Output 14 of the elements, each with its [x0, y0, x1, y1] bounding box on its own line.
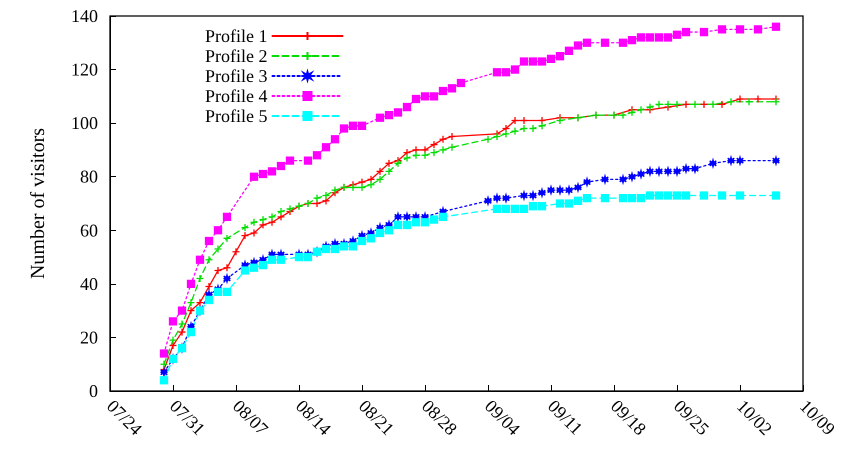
y-tick-label: 120	[71, 60, 98, 80]
y-tick-label: 80	[80, 166, 98, 187]
y-tick-label: 140	[71, 6, 98, 26]
legend-label: Profile 5	[204, 106, 268, 126]
y-tick-label: 20	[80, 327, 98, 348]
y-tick-label: 100	[71, 113, 98, 134]
y-tick-label: 60	[80, 220, 98, 240]
y-axis-title: Number of visitors	[27, 128, 49, 280]
y-tick-label: 40	[80, 274, 98, 294]
legend-label: Profile 3	[204, 66, 268, 86]
legend-label: Profile 4	[204, 86, 268, 106]
legend-label: Profile 1	[204, 26, 268, 46]
y-tick-label: 0	[89, 381, 98, 401]
legend-label: Profile 2	[204, 46, 268, 66]
